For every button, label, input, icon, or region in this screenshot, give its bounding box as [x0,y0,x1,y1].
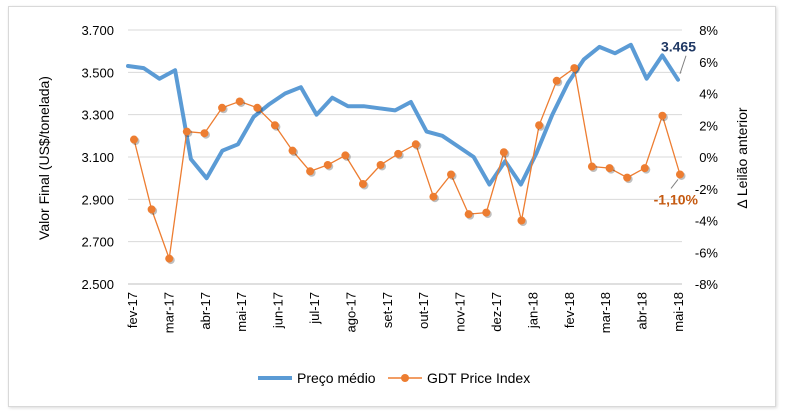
data-point-gdt [270,121,279,130]
y-left-tick-label: 2.500 [81,277,114,292]
data-point-gdt [341,151,350,160]
data-point-gdt [218,103,227,112]
data-point-gdt [535,121,544,130]
x-tick-label: fev-17 [125,292,140,328]
right-axis-ticks: -8% -6% -4% -2% 0% 2% 4% 6% 8% [695,23,719,292]
legend: Preço médio GDT Price Index [258,370,530,386]
x-tick-label: set-17 [380,292,395,328]
x-axis-ticks: fev-17 mar-17 abr-17 mai-17 jun-17 jul-17 ago-… [125,292,686,333]
y-right-tick-label: 2% [699,118,718,133]
data-point-gdt [358,179,367,188]
y-axis-left-title: Valor Final (US$/tonelada) [36,76,52,240]
data-point-gdt [165,254,174,263]
data-point-gdt [482,208,491,217]
annotation-leader-gdt [670,179,679,189]
data-point-gdt [676,170,684,179]
data-point-gdt [235,97,244,106]
y-right-tick-label: -6% [695,245,719,260]
x-tick-label: jun-17 [271,292,286,329]
data-point-gdt [253,103,262,112]
series-gdt-price-index [130,64,686,265]
data-point-gdt [447,170,456,179]
x-tick-label: ago-17 [343,292,358,332]
data-point-gdt [182,127,191,136]
series-preco-medio [126,42,680,187]
x-tick-label: jul-17 [307,292,322,325]
y-right-tick-label: 8% [699,23,718,38]
data-point-gdt [394,149,403,158]
y-right-tick-label: 0% [699,150,718,165]
data-point-gdt [306,167,315,176]
y-left-tick-label: 3.100 [81,150,114,165]
x-tick-label: abr-17 [198,292,213,330]
data-point-gdt [464,210,473,219]
annotations: 3.465 -1,10% [654,39,699,208]
data-point-gdt [552,76,561,85]
series-line-preco-medio [126,42,680,187]
y-left-tick-label: 3.700 [81,23,114,38]
x-tick-label: out-17 [416,292,431,329]
data-point-gdt [130,135,138,144]
legend-label-gdt-price-index: GDT Price Index [427,370,530,386]
data-point-gdt [499,148,508,157]
legend-label-preco-medio: Preço médio [297,370,376,386]
data-point-gdt [288,146,297,155]
x-tick-label: jan-18 [525,292,540,329]
data-point-gdt [623,173,632,182]
legend-swatch-gdt-marker [401,374,409,382]
y-left-tick-label: 2.900 [81,192,114,207]
data-point-gdt [376,160,385,169]
data-point-gdt [587,162,596,171]
data-point-gdt [429,192,438,201]
annotation-last-gdt: -1,10% [654,191,699,207]
x-tick-label: mar-17 [161,292,176,333]
y-right-tick-label: 6% [699,55,718,70]
x-tick-label: abr-18 [635,292,650,330]
y-left-tick-label: 2.700 [81,235,114,250]
x-tick-label: mai-17 [234,292,249,332]
data-point-gdt [411,140,420,149]
y-right-tick-label: 4% [699,87,718,102]
data-point-gdt [640,164,649,173]
annotation-leader-price [679,55,687,74]
data-point-gdt [147,205,156,214]
y-right-tick-label: -8% [695,277,719,292]
x-tick-label: nov-17 [453,292,468,332]
x-tick-label: mai-18 [671,292,686,332]
y-right-tick-label: -4% [695,214,719,229]
data-point-gdt [517,216,526,225]
x-tick-label: mar-18 [598,292,613,333]
left-axis-ticks: 2.500 2.700 2.900 3.100 3.300 3.500 3.700 [81,23,114,292]
data-point-gdt [570,64,579,73]
gridlines [128,29,682,285]
annotation-last-price: 3.465 [661,39,696,55]
y-right-tick-label: -2% [695,182,719,197]
x-tick-label: fev-18 [562,292,577,328]
y-left-tick-label: 3.500 [81,65,114,80]
y-axis-right-title: Δ Leilão anterior [734,107,750,209]
data-point-gdt [323,160,332,169]
data-point-gdt [658,111,667,120]
x-tick-label: dez-17 [489,292,504,332]
y-left-tick-label: 3.300 [81,108,114,123]
data-point-gdt [605,164,614,173]
data-point-gdt [200,129,209,138]
